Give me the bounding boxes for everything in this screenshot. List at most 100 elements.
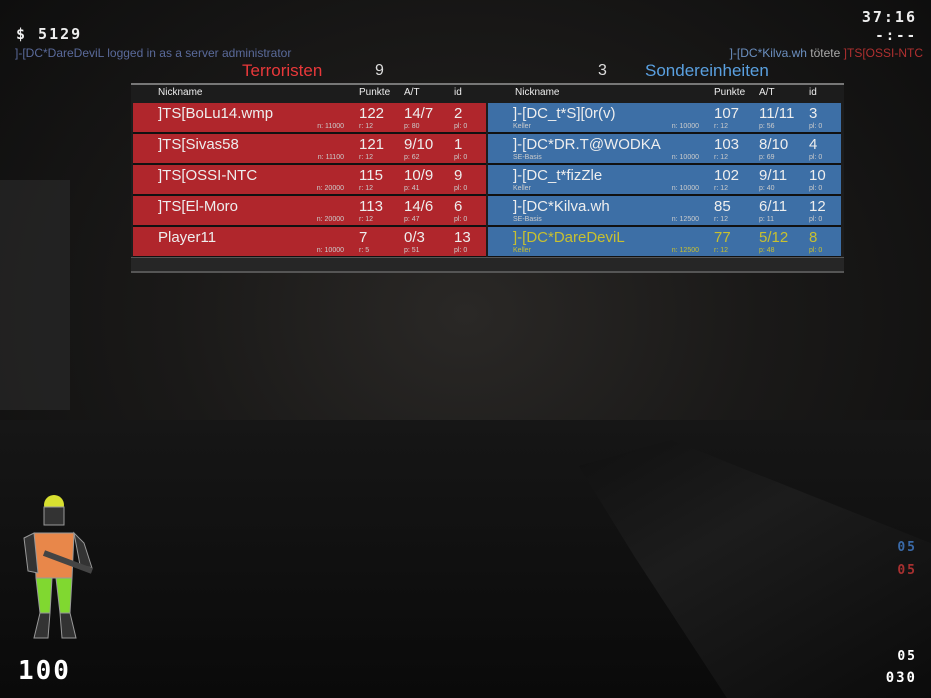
player-name: ]TS[OSSI-NTC <box>158 167 258 184</box>
player-row: Player11 n: 10000 7 r: 5 0/3 p: 51 13 pl: 0 <box>133 227 486 258</box>
player-r: r: 12 <box>714 154 729 161</box>
background-wall <box>0 180 70 410</box>
money-display: $ 5129 <box>16 25 83 43</box>
killer: ]-[DC*Kilva.wh <box>729 46 807 60</box>
col-nickname: Nickname <box>515 87 560 98</box>
player-r: r: 12 <box>714 185 729 192</box>
player-points: 122 <box>359 105 385 122</box>
player-id: 10 <box>809 167 826 184</box>
player-row: ]-[DC_t*fizZle Keller n: 10000 102 r: 12 9/11… <box>488 165 841 196</box>
player-loss: pl: 0 <box>809 123 823 130</box>
player-id: 4 <box>809 136 818 153</box>
player-kills-deaths: 10/9 <box>404 167 434 184</box>
player-row: ]-[DC*DareDeviL Keller n: 12500 77 r: 12 5/12… <box>488 227 841 258</box>
player-r: r: 12 <box>359 123 374 130</box>
player-id: 1 <box>454 136 463 153</box>
player-n: n: 10000 <box>671 154 699 161</box>
player-points: 113 <box>359 198 383 215</box>
player-r: r: 12 <box>359 185 374 192</box>
player-loss: pl: 0 <box>454 154 468 161</box>
team-score-terrorists: 9 <box>375 62 384 79</box>
player-kills-deaths: 0/3 <box>404 229 425 246</box>
player-id: 12 <box>809 198 826 215</box>
col-points: Punkte <box>359 87 391 98</box>
player-row: ]TS[El-Moro n: 20000 113 r: 12 14/6 p: 47 6 pl:… <box>133 196 486 227</box>
terrorist-player-list: ]TS[BoLu14.wmp n: 11000 122 r: 12 14/7 p: 80 2… <box>133 103 486 258</box>
kill-verb: tötete <box>810 46 841 60</box>
player-id: 13 <box>454 229 471 246</box>
player-location: SE-Basis <box>513 154 542 161</box>
player-name: ]TS[Sivas58 <box>158 136 239 153</box>
team-title-terrorists: Terroristen <box>242 61 323 80</box>
player-n: n: 11000 <box>317 123 344 130</box>
player-id: 3 <box>809 105 818 122</box>
player-name: ]-[DC_t*fizZle <box>513 167 603 184</box>
player-loss: pl: 0 <box>809 185 823 192</box>
player-ping: p: 11 <box>759 216 775 223</box>
player-ping: p: 48 <box>759 247 775 254</box>
player-location: SE-Basis <box>513 216 542 223</box>
col-nickname: Nickname <box>158 87 203 98</box>
player-loss: pl: 0 <box>454 123 468 130</box>
col-points: Punkte <box>714 87 746 98</box>
player-name: Player11 <box>158 229 217 246</box>
player-row: ]TS[OSSI-NTC n: 20000 115 r: 12 10/9 p: 41 9 pl… <box>133 165 486 196</box>
player-ping: p: 80 <box>404 123 420 130</box>
player-n: n: 20000 <box>316 216 344 223</box>
player-points: 77 <box>714 229 731 246</box>
player-loss: pl: 0 <box>454 185 468 192</box>
player-ping: p: 62 <box>404 154 420 161</box>
player-n: n: 12500 <box>671 216 699 223</box>
scoreboard: Nickname Punkte A/T id Nickname Punkte A… <box>131 83 844 273</box>
player-name: ]-[DC*DareDeviL <box>513 229 625 246</box>
chat-message: ]-[DC*DareDeviL logged in as a server ad… <box>15 46 292 60</box>
player-n: n: 10000 <box>671 185 699 192</box>
health-display: 100 <box>18 656 71 686</box>
player-kills-deaths: 8/10 <box>759 136 789 153</box>
player-row: ]-[DC*Kilva.wh SE-Basis n: 12500 85 r: 12 6/1… <box>488 196 841 227</box>
round-time-display: -:-- <box>875 28 917 44</box>
scoreboard-footer <box>131 257 844 271</box>
player-points: 7 <box>359 229 368 246</box>
player-ping: p: 51 <box>404 247 420 254</box>
player-row: ]TS[Sivas58 n: 11100 121 r: 12 9/10 p: 62 1 pl:… <box>133 134 486 165</box>
col-id: id <box>454 87 462 98</box>
player-r: r: 12 <box>714 247 729 254</box>
team-title-ct: Sondereinheiten <box>645 61 769 80</box>
col-at: A/T <box>404 87 420 98</box>
t-alive-count: 05 <box>897 563 917 578</box>
player-r: r: 12 <box>359 216 374 223</box>
player-row: ]-[DC_t*S][0r(v) Keller n: 10000 107 r: 12 11… <box>488 103 841 134</box>
ct-player-list: ]-[DC_t*S][0r(v) Keller n: 10000 107 r: 12 11… <box>488 103 841 258</box>
player-points: 115 <box>359 167 383 184</box>
ct-alive-count: 05 <box>897 540 917 555</box>
ammo-reserve: 030 <box>885 670 917 686</box>
player-location: Keller <box>513 247 531 254</box>
player-points: 103 <box>714 136 740 153</box>
player-kills-deaths: 6/11 <box>759 198 788 215</box>
player-ping: p: 56 <box>759 123 775 130</box>
player-kills-deaths: 11/11 <box>759 105 795 122</box>
player-r: r: 12 <box>714 216 729 223</box>
player-ping: p: 69 <box>759 154 775 161</box>
player-points: 85 <box>714 198 731 215</box>
player-r: r: 5 <box>359 247 370 254</box>
player-kills-deaths: 5/12 <box>759 229 789 246</box>
player-kills-deaths: 9/11 <box>759 167 788 184</box>
player-kills-deaths: 9/10 <box>404 136 434 153</box>
player-n: n: 10000 <box>671 123 699 130</box>
player-ping: p: 40 <box>759 185 775 192</box>
team-score-ct: 3 <box>598 62 607 79</box>
timer-display: 37:16 <box>861 8 917 26</box>
player-name: ]-[DC*Kilva.wh <box>513 198 610 215</box>
player-row: ]TS[BoLu14.wmp n: 11000 122 r: 12 14/7 p: 80 2… <box>133 103 486 134</box>
col-id: id <box>809 87 817 98</box>
player-armor-icon <box>23 495 94 639</box>
player-location: Keller <box>513 123 531 130</box>
scoreboard-header: Nickname Punkte A/T id Nickname Punkte A… <box>131 87 844 101</box>
player-name: ]-[DC_t*S][0r(v) <box>513 105 616 122</box>
player-id: 9 <box>454 167 463 184</box>
player-id: 6 <box>454 198 463 215</box>
player-id: 2 <box>454 105 463 122</box>
player-ping: p: 47 <box>404 216 420 223</box>
